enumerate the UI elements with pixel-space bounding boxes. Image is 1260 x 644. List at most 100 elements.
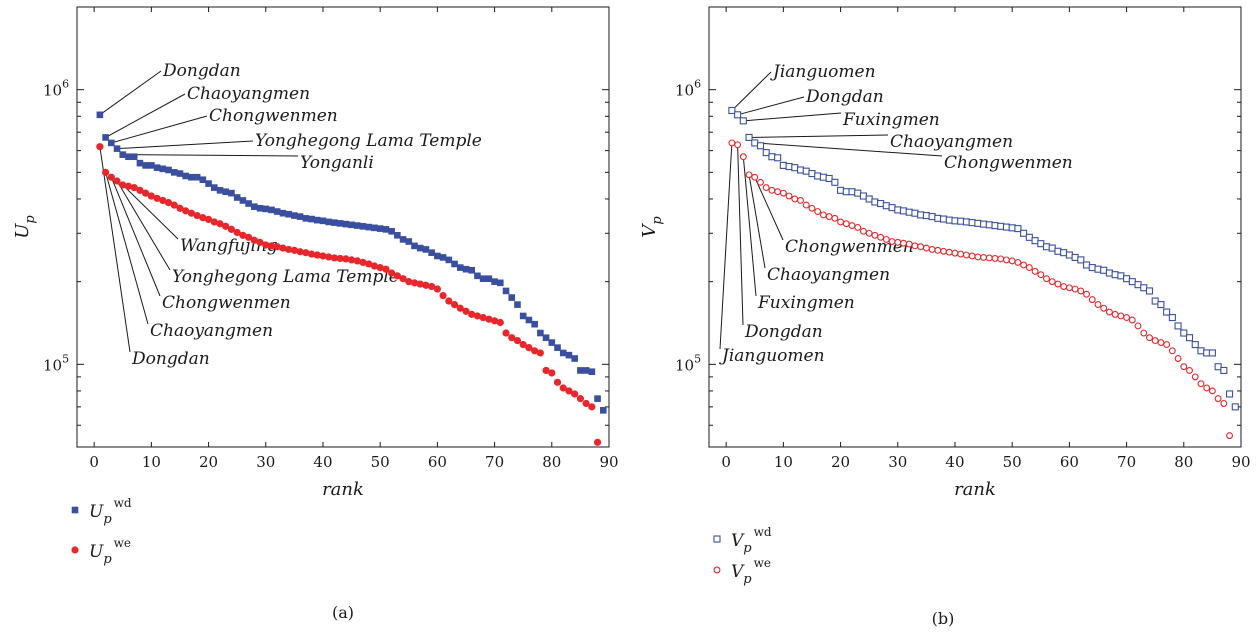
data-point	[980, 253, 988, 261]
data-point	[1220, 366, 1228, 374]
annotation-leader	[122, 154, 299, 157]
data-point	[399, 275, 407, 283]
data-point	[593, 438, 602, 446]
data-point	[905, 240, 913, 248]
data-point	[1037, 271, 1045, 279]
annotation-leader	[737, 96, 805, 116]
data-point	[1180, 363, 1188, 371]
data-point	[1060, 283, 1068, 290]
data-point	[485, 275, 493, 283]
data-point	[502, 329, 510, 337]
annotation-label: Yonghegong Lama Temple	[255, 131, 482, 151]
data-point	[734, 111, 742, 119]
data-point	[170, 201, 178, 209]
series-wd	[728, 106, 1239, 411]
data-point	[997, 222, 1005, 230]
data-point	[1214, 363, 1222, 371]
annotation-leader	[105, 93, 186, 138]
data-point	[382, 226, 390, 233]
data-point	[291, 212, 298, 219]
annotation-label: Jianguomen	[770, 62, 876, 82]
data-point	[565, 387, 573, 395]
data-point	[445, 256, 453, 264]
data-point	[905, 208, 913, 216]
data-point	[290, 246, 298, 254]
data-point	[871, 231, 879, 239]
data-point	[285, 210, 292, 218]
data-point	[336, 220, 344, 227]
data-point	[491, 278, 498, 285]
data-point	[256, 238, 264, 246]
data-point	[273, 208, 281, 215]
data-point	[548, 369, 556, 377]
annotations: DongdanChaoyangmenChongwenmenYonghegong …	[99, 61, 482, 369]
data-point	[371, 224, 378, 232]
data-point	[513, 337, 522, 345]
annotation-leader	[105, 172, 149, 325]
data-point	[945, 216, 953, 224]
series-we	[96, 143, 602, 446]
data-point	[1123, 275, 1131, 283]
data-point	[922, 212, 930, 220]
data-point	[496, 318, 504, 327]
annotations: JianguomenDongdanFuxingmenChaoyangmenCho…	[719, 62, 1073, 366]
data-point	[428, 282, 436, 291]
data-point	[1042, 243, 1051, 251]
data-point	[1020, 261, 1028, 269]
data-point	[462, 307, 470, 315]
data-point	[1037, 240, 1045, 248]
x-tick-label: 70	[485, 453, 504, 471]
data-point	[762, 184, 770, 192]
data-point	[939, 215, 948, 223]
data-point	[113, 177, 121, 185]
panel-label: (b)	[932, 609, 955, 628]
data-point	[968, 219, 976, 227]
legend-entry: Upwd	[89, 496, 132, 527]
data-point	[199, 214, 207, 222]
data-point	[393, 272, 401, 280]
data-point	[877, 233, 885, 241]
data-point	[1145, 287, 1154, 295]
data-point	[422, 281, 430, 289]
data-point	[96, 111, 104, 119]
data-point	[739, 117, 747, 125]
data-point	[302, 249, 310, 257]
data-point	[108, 139, 115, 147]
data-point	[802, 167, 810, 175]
annotation-label: Dongdan	[805, 87, 884, 107]
data-point	[756, 142, 765, 150]
data-point	[342, 220, 350, 228]
data-point	[102, 168, 110, 176]
data-point	[1117, 312, 1125, 320]
data-point	[204, 215, 213, 224]
data-point	[416, 280, 424, 288]
data-point	[728, 139, 736, 147]
data-point	[951, 217, 959, 225]
data-point	[819, 173, 827, 181]
data-point	[353, 257, 361, 265]
x-tick-label: 60	[428, 453, 447, 471]
data-point	[319, 217, 327, 225]
data-point	[468, 266, 476, 274]
annotation-label: Chongwenmen	[785, 237, 914, 257]
data-point	[1054, 280, 1062, 288]
x-axis-label: rank	[954, 479, 996, 500]
data-point	[1077, 287, 1085, 295]
data-point	[1014, 225, 1022, 233]
data-point	[142, 189, 150, 197]
data-point	[176, 204, 184, 212]
data-point	[934, 246, 942, 254]
data-point	[1220, 400, 1228, 407]
data-point	[439, 291, 447, 300]
data-point	[130, 184, 138, 192]
data-point	[1002, 223, 1011, 231]
data-point	[768, 186, 776, 194]
data-point	[370, 262, 379, 270]
data-point	[125, 153, 132, 161]
data-point	[559, 349, 567, 357]
data-point	[882, 202, 890, 210]
data-point	[785, 162, 793, 171]
data-point	[1186, 366, 1193, 374]
data-point	[1123, 314, 1131, 322]
annotation-label: Jianguomen	[719, 346, 825, 366]
